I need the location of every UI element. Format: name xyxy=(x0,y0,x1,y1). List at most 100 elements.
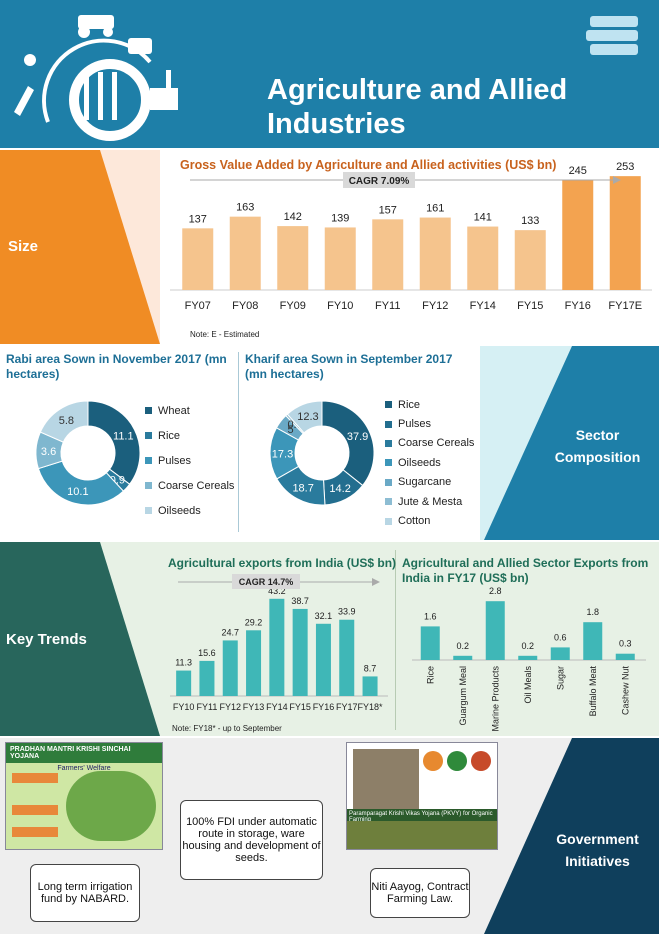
legend-item: Sugarcane xyxy=(385,473,480,492)
slice-value-label: 10.1 xyxy=(67,486,88,498)
fy17-category-label: Marine Products xyxy=(490,666,500,732)
legend-item: Rice xyxy=(385,395,480,414)
pmksy-poster: PRADHAN MANTRI KRISHI SINCHAI YOJANA Far… xyxy=(5,742,163,850)
gva-bar xyxy=(514,230,546,290)
legend-swatch xyxy=(145,482,152,489)
export-bar xyxy=(222,640,238,696)
fy17-value-label: 0.3 xyxy=(619,639,632,649)
export-category-label: FY16 xyxy=(313,702,335,712)
legend-label: Wheat xyxy=(158,404,190,417)
export-value-label: 32.1 xyxy=(315,611,333,621)
gva-category-label: FY07 xyxy=(185,300,211,312)
slice-value-label: 11.1 xyxy=(113,430,134,442)
fy17-category-label: Oil Meals xyxy=(523,666,533,704)
cagr-text: CAGR 7.09% xyxy=(349,176,410,187)
gov-section-marker xyxy=(484,738,659,934)
donut-slice xyxy=(321,400,375,487)
legend-item: Jute & Mesta xyxy=(385,492,480,511)
legend-label: Pulses xyxy=(398,418,432,431)
gva-bar xyxy=(467,226,499,290)
gva-category-label: FY16 xyxy=(565,300,591,312)
gva-value-label: 139 xyxy=(331,212,349,224)
info-tag xyxy=(12,805,58,815)
export-value-label: 38.7 xyxy=(291,596,309,606)
fy17-bar xyxy=(485,601,505,660)
legend-swatch xyxy=(145,432,152,439)
legend-item: Pulses xyxy=(385,414,480,433)
books-icon xyxy=(586,16,638,55)
gva-category-label: FY14 xyxy=(470,300,496,312)
cagr-arrow xyxy=(372,578,380,586)
export-bar xyxy=(315,623,331,696)
gva-note: Note: E - Estimated xyxy=(190,330,260,339)
export-value-label: 15.6 xyxy=(198,648,216,658)
export-value-label: 8.7 xyxy=(364,663,377,673)
legend-item: Rice xyxy=(145,423,240,448)
fy17-title: Agricultural and Allied Sector Exports f… xyxy=(402,556,649,585)
info-tag xyxy=(12,827,58,837)
fy17-value-label: 1.8 xyxy=(586,607,599,617)
kharif-title: Kharif area Sown in September 2017 (mn h… xyxy=(245,352,453,381)
fy17-bar xyxy=(550,647,570,660)
kharif-donut: 37.914.218.717.350.712.3 xyxy=(269,400,375,506)
gva-category-label: FY09 xyxy=(280,300,306,312)
portrait-image xyxy=(353,749,419,809)
legend-swatch xyxy=(385,439,392,447)
gva-bar xyxy=(419,217,451,290)
legend-item: Pulses xyxy=(145,448,240,473)
fy17-chart: 1.6 Rice 0.2 Guargum Meal 2.8 Marine Products… xyxy=(412,586,646,732)
cagr-badge xyxy=(232,574,300,589)
gva-value-label: 161 xyxy=(426,203,444,215)
fy17-value-label: 0.2 xyxy=(521,641,534,651)
export-bar xyxy=(292,608,308,696)
fy17-category-label: Buffalo Meat xyxy=(588,666,598,717)
export-bar xyxy=(362,676,378,696)
legend-swatch xyxy=(385,420,392,428)
fy17-bar xyxy=(420,626,440,660)
slice-value-label: 12.3 xyxy=(297,411,318,423)
export-category-label: FY14 xyxy=(266,702,288,712)
donut-slice xyxy=(87,400,141,485)
legend-item: Coarse Cereals xyxy=(385,434,480,453)
export-category-label: FY18* xyxy=(358,702,384,712)
gva-category-label: FY15 xyxy=(517,300,543,312)
export-value-label: 29.2 xyxy=(245,617,263,627)
gva-bar xyxy=(277,226,309,290)
gov-label: Government Initiatives xyxy=(556,831,639,869)
kharif-legend: Rice Pulses Coarse Cereals Oilseeds Sugarcan… xyxy=(385,395,480,531)
legend-item: Wheat xyxy=(145,398,240,423)
emblem-icon xyxy=(423,751,443,771)
gva-value-label: 133 xyxy=(521,215,539,227)
legend-label: Cotton xyxy=(398,515,431,528)
rabi-legend: Wheat Rice Pulses Coarse Cereals Oilseeds xyxy=(145,398,240,523)
gva-category-label: FY17E xyxy=(608,300,642,312)
export-value-label: 24.7 xyxy=(221,627,239,637)
legend-swatch xyxy=(385,401,392,409)
fy17-category-label: Guargum Meal xyxy=(458,666,468,726)
emblem-icon xyxy=(471,751,491,771)
donut-slice xyxy=(286,400,323,434)
legend-swatch xyxy=(385,478,392,486)
rabi-title: Rabi area Sown in November 2017 (mn hect… xyxy=(6,352,227,381)
gva-value-label: 163 xyxy=(236,202,254,214)
gva-category-label: FY10 xyxy=(327,300,353,312)
nabard-box: Long term irrigation fund by NABARD. xyxy=(30,864,140,922)
legend-label: Rice xyxy=(398,398,421,411)
fy17-category-label: Rice xyxy=(425,666,435,684)
legend-label: Oilseeds xyxy=(158,504,201,517)
export-category-label: FY17 xyxy=(336,702,358,712)
divider xyxy=(238,352,239,532)
donut-slice xyxy=(39,400,89,443)
export-category-label: FY15 xyxy=(289,702,311,712)
fy17-value-label: 0.6 xyxy=(554,632,567,642)
pkvy-poster: Paramparagat Krishi Vikas Yojana (PKVY) … xyxy=(346,742,498,850)
gva-bar xyxy=(324,227,356,290)
legend-label: Coarse Cereals xyxy=(158,479,235,492)
export-category-label: FY10 xyxy=(173,702,195,712)
export-category-label: FY13 xyxy=(243,702,265,712)
export-bar xyxy=(246,630,262,696)
fy17-bar xyxy=(453,655,473,660)
gva-bar xyxy=(609,176,641,290)
legend-item: Oilseeds xyxy=(145,498,240,523)
cagr-badge xyxy=(343,172,415,188)
